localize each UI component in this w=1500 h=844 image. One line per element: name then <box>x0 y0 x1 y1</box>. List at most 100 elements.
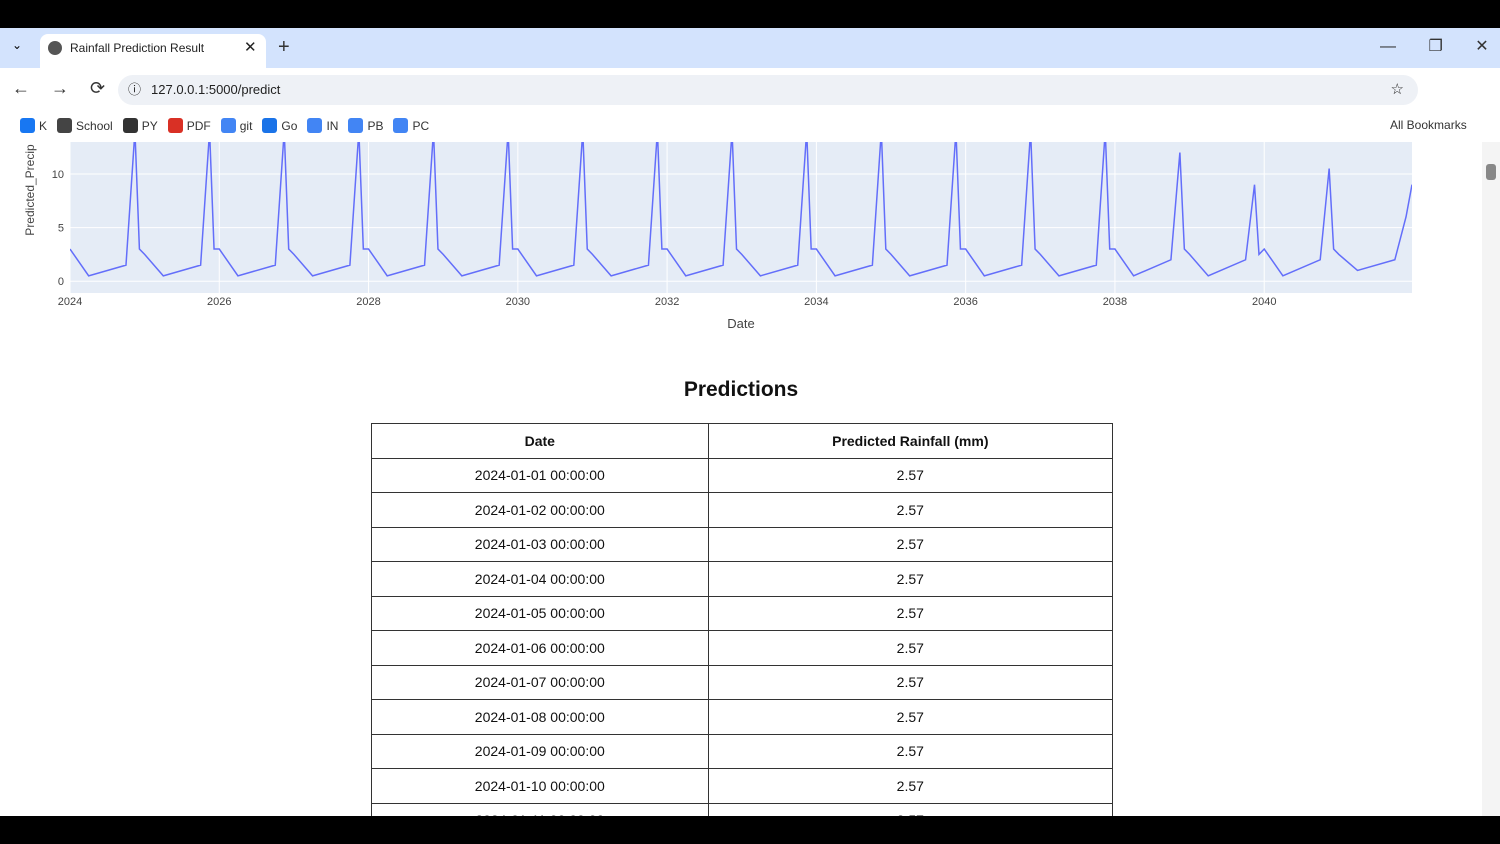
bookmark-icon <box>57 118 73 133</box>
table-cell: 2024-01-04 00:00:00 <box>371 561 709 597</box>
bookmark[interactable]: PDF <box>167 118 211 133</box>
table-cell: 2024-01-10 00:00:00 <box>371 768 709 804</box>
bookmark-label: git <box>239 118 253 133</box>
scrollbar[interactable] <box>1482 142 1500 816</box>
tab-title: Rainfall Prediction Result <box>70 41 205 55</box>
y-tick-label: 5 <box>58 223 64 235</box>
table-cell: 2024-01-07 00:00:00 <box>371 664 709 700</box>
x-tick-label: 2032 <box>655 296 679 308</box>
table-cell: 2.57 <box>707 492 1114 528</box>
tab-menu[interactable]: ⌄ <box>12 38 23 52</box>
bookmark-label: K <box>39 118 48 133</box>
y-axis-label: Predicted_Precip <box>23 144 37 236</box>
table-cell: 2024-01-09 00:00:00 <box>371 733 709 769</box>
nav-buttons[interactable]: ← → ⟳ <box>12 78 106 98</box>
star[interactable]: ☆ <box>1390 81 1404 98</box>
screen-bottom <box>0 816 1500 844</box>
bookmark-icon <box>167 118 183 133</box>
bookmark[interactable]: Go <box>262 118 297 133</box>
address-bar[interactable]: ⓘ 127.0.0.1:5000/predict ☆ <box>118 75 1418 105</box>
bookmark[interactable]: School <box>57 118 113 133</box>
table-row: 2024-01-09 00:00:00 2.57 <box>371 733 1114 769</box>
table-cell: 2024-01-06 00:00:00 <box>371 630 709 666</box>
table-cell: 2024-01-05 00:00:00 <box>371 595 709 631</box>
table-row: 2024-01-03 00:00:00 2.57 <box>371 526 1114 562</box>
table-cell: 2.57 <box>707 802 1114 816</box>
page-content: Predicted_Precip Date 0 5 10 2024 2026 2028 20… <box>0 142 1482 816</box>
table-cell: 2.57 <box>707 768 1114 804</box>
tab-close[interactable]: ✕ <box>244 39 257 56</box>
table-cell: 2.57 <box>707 457 1114 493</box>
x-tick-label: 2034 <box>804 296 828 308</box>
predictions-title: Predictions <box>683 378 799 401</box>
predictions-table: Date Predicted Rainfall (mm) 2024-01-01 00… <box>371 423 1114 816</box>
table-row: 2024-01-06 00:00:00 2.57 <box>371 630 1114 666</box>
all-bookmarks[interactable]: All Bookmarks <box>1390 118 1467 132</box>
bookmark-label: PY <box>141 118 158 133</box>
new-tab[interactable]: + <box>278 36 290 58</box>
x-tick-label: 2028 <box>356 296 380 308</box>
table-cell: 2024-01-01 00:00:00 <box>371 457 709 493</box>
bookmark[interactable]: PC <box>393 118 429 133</box>
bookmark-label: PB <box>367 118 384 133</box>
table-cell: 2.57 <box>707 699 1114 735</box>
table-cell: 2024-01-02 00:00:00 <box>371 492 709 528</box>
bookmark-label: School <box>76 118 113 133</box>
table-cell: 2.57 <box>707 595 1114 631</box>
scroll-thumb[interactable] <box>1486 164 1496 180</box>
column-header: Date <box>371 423 709 459</box>
bookmark-icon <box>307 118 323 133</box>
table-row: 2024-01-01 00:00:00 2.57 <box>371 457 1114 493</box>
bookmark-icon <box>348 118 364 133</box>
info-icon: ⓘ <box>128 82 142 97</box>
bookmark-label: PDF <box>186 118 211 133</box>
header-row: Date Predicted Rainfall (mm) <box>371 423 1114 459</box>
table-cell: 2.57 <box>707 733 1114 769</box>
table-cell: 2.57 <box>707 630 1114 666</box>
table-row: 2024-01-02 00:00:00 2.57 <box>371 492 1114 528</box>
x-tick-label: 2040 <box>1252 296 1276 308</box>
table-row: 2024-01-04 00:00:00 2.57 <box>371 561 1114 597</box>
bookmark[interactable]: PB <box>348 118 383 133</box>
plot-background <box>70 142 1412 293</box>
data-line <box>70 142 1412 277</box>
bookmark-icon <box>262 118 278 133</box>
table-row: 2024-01-05 00:00:00 2.57 <box>371 595 1114 631</box>
window-controls[interactable]: — ❐ ✕ <box>1380 38 1489 55</box>
table-row: 2024-01-11 00:00:002.57 <box>371 802 1114 816</box>
x-tick-label: 2038 <box>1103 296 1127 308</box>
column-header: Predicted Rainfall (mm) <box>707 423 1114 459</box>
x-tick-label: 2024 <box>58 296 82 308</box>
tab[interactable]: Rainfall Prediction Result ✕ <box>40 34 266 68</box>
x-tick-label: 2026 <box>207 296 231 308</box>
tab-icon <box>48 41 62 55</box>
bookmark-label: Go <box>281 118 298 133</box>
bookmark[interactable]: PY <box>122 118 158 133</box>
table-cell: 2.57 <box>707 664 1114 700</box>
bookmark-icon <box>220 118 236 133</box>
bookmark-list: K School PY PDF git Go IN PB PC <box>20 118 439 136</box>
bookmark[interactable]: K <box>20 118 47 133</box>
bookmark-icon <box>20 118 35 133</box>
bookmark-icon <box>393 118 409 133</box>
bookmark[interactable]: IN <box>307 118 338 133</box>
url: 127.0.0.1:5000/predict <box>151 82 281 97</box>
table-cell: 2024-01-03 00:00:00 <box>371 526 709 562</box>
bookmark-icon <box>122 118 138 133</box>
table-row: 2024-01-08 00:00:00 2.57 <box>371 699 1114 735</box>
y-tick-label: 0 <box>58 276 64 288</box>
bookmark-label: IN <box>326 118 339 133</box>
y-tick-label: 10 <box>52 169 64 181</box>
table-row: 2024-01-10 00:00:00 2.57 <box>371 768 1114 804</box>
x-tick-label: 2030 <box>506 296 530 308</box>
bookmarks-bar: K School PY PDF git Go IN PB PC All Bookmarks <box>0 110 1500 142</box>
table-cell: 2024-01-11 00:00:00 <box>371 802 709 816</box>
x-tick-label: 2036 <box>953 296 977 308</box>
table-cell: 2024-01-08 00:00:00 <box>371 699 709 735</box>
table-row: 2024-01-07 00:00:00 2.57 <box>371 664 1114 700</box>
bookmark-label: PC <box>412 118 430 133</box>
chart: Predicted_Precip Date 0 5 10 2024 2026 2028 20… <box>23 142 1412 331</box>
table-cell: 2.57 <box>707 526 1114 562</box>
bookmark[interactable]: git <box>220 118 253 133</box>
